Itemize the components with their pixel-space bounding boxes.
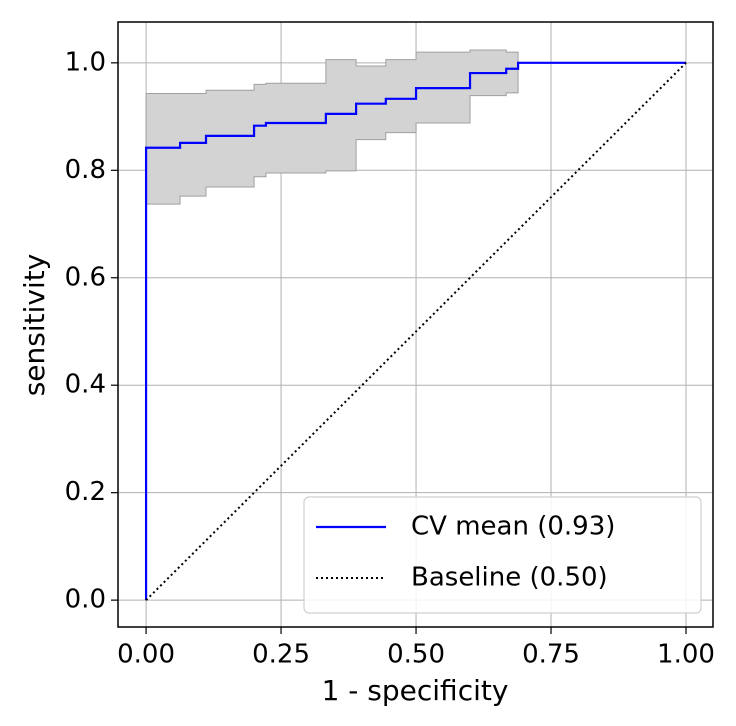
legend-label: Baseline (0.50) [411, 563, 608, 593]
x-axis-label: 1 - specificity [322, 674, 509, 707]
x-tick-label: 0.00 [117, 640, 175, 670]
y-tick-label: 0.4 [65, 370, 106, 400]
series-line [144, 61, 687, 601]
y-axis-label: sensitivity [18, 254, 51, 397]
y-tick-label: 0.2 [65, 477, 106, 507]
x-tick-label: 1.00 [657, 640, 715, 670]
plot-frame [117, 21, 714, 628]
y-tick-label: 0.6 [65, 262, 106, 292]
x-tick-label: 0.75 [522, 640, 580, 670]
x-tick-label: 0.25 [252, 640, 310, 670]
y-tick-label: 1.0 [65, 47, 106, 77]
x-tick-label: 0.50 [387, 640, 445, 670]
legend-box [303, 496, 702, 614]
y-tick-label: 0.8 [65, 155, 106, 185]
legend-label: CV mean (0.93) [411, 512, 615, 542]
plot-area: 0.00 0.25 0.50 0.75 1.00 0.0 0.2 0.4 0.6 0.8 1.0 CV… [65, 21, 715, 670]
series-line [145, 62, 687, 601]
y-tick-label: 0.0 [65, 585, 106, 615]
